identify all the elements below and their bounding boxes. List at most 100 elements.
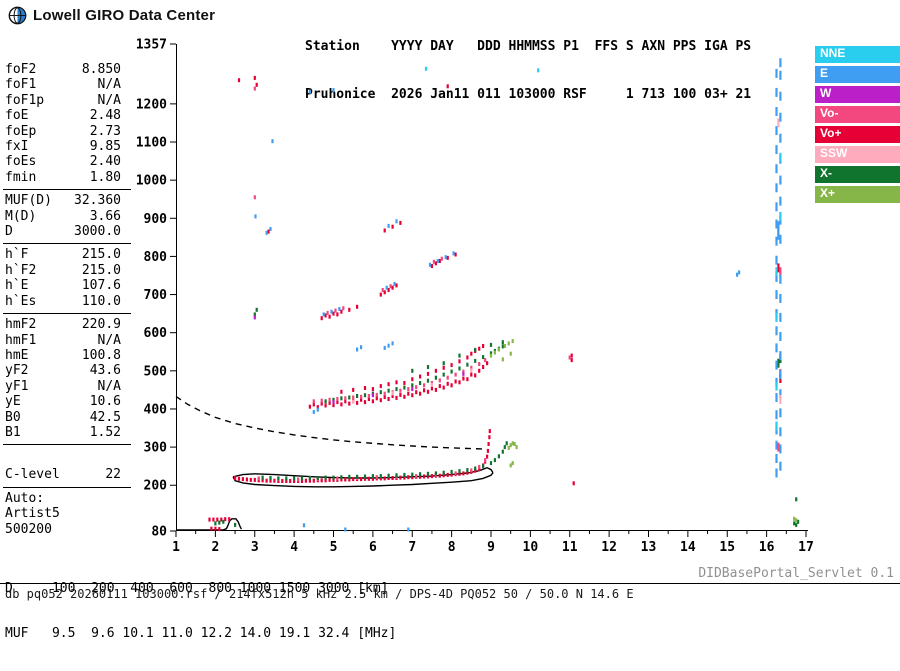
legend-item-e: E — [815, 66, 900, 83]
station-values-row: Pruhonice 2026 Jan11 011 103000 RSF 1 71… — [305, 87, 752, 102]
param-row: foF1 N/A — [5, 77, 121, 92]
svg-text:8: 8 — [448, 540, 456, 555]
param-row: Auto: — [5, 491, 121, 506]
param-value: N/A — [97, 77, 121, 93]
param-row: 500200 — [5, 522, 121, 537]
param-label: foE — [5, 108, 29, 124]
param-value: 9.85 — [89, 139, 121, 155]
param-row: B0 42.5 — [5, 410, 121, 425]
param-label: fxI — [5, 139, 29, 155]
panel-divider — [3, 444, 131, 446]
param-label: B1 — [5, 424, 21, 440]
param-row: C-level 22 — [5, 467, 121, 482]
svg-text:1: 1 — [172, 540, 180, 555]
param-label: hmE — [5, 347, 29, 363]
param-value: 32.360 — [74, 193, 121, 209]
param-row: foE 2.48 — [5, 108, 121, 123]
param-label: h`F2 — [5, 262, 37, 278]
giro-logo-icon — [8, 6, 27, 25]
status-line: db pq052 20260111 103000.rsf / 214fx512h… — [5, 587, 634, 601]
svg-text:17: 17 — [798, 540, 814, 555]
svg-text:13: 13 — [641, 540, 657, 555]
distance-row: D 100 200 400 600 800 1000 1500 3000 [km… — [5, 581, 389, 596]
svg-text:3: 3 — [251, 540, 259, 555]
param-label: yE — [5, 394, 21, 410]
param-row: yE 10.6 — [5, 394, 121, 409]
param-row: hmE 100.8 — [5, 348, 121, 363]
param-label: foF1p — [5, 92, 45, 108]
legend-item-ssw: SSW — [815, 146, 900, 163]
svg-text:1357: 1357 — [136, 38, 167, 53]
svg-text:16: 16 — [759, 540, 775, 555]
svg-text:10: 10 — [523, 540, 539, 555]
param-value: 1.80 — [89, 169, 121, 185]
svg-text:400: 400 — [144, 402, 168, 417]
param-value: 42.5 — [89, 409, 121, 425]
didbase-ionogram-page: Lowell GIRO Data Center Station YYYY DAY… — [0, 6, 900, 641]
param-label: foF2 — [5, 62, 37, 77]
param-group: Auto: Artist5 500200 — [5, 491, 121, 537]
param-label: h`E — [5, 278, 29, 294]
param-value: 220.9 — [81, 317, 121, 333]
station-header: Station YYYY DAY DDD HHMMSS P1 FFS S AXN… — [305, 7, 751, 135]
svg-text:2: 2 — [211, 540, 219, 555]
param-row: fmin 1.80 — [5, 170, 121, 185]
param-row: h`Es 110.0 — [5, 294, 121, 309]
param-value: N/A — [97, 92, 121, 108]
param-value: N/A — [97, 332, 121, 348]
param-value: 3.66 — [89, 208, 121, 224]
brand: Lowell GIRO Data Center — [8, 6, 215, 25]
param-value: 1.52 — [89, 424, 121, 440]
param-value: 100.8 — [81, 347, 121, 363]
param-row: h`E 107.6 — [5, 278, 121, 293]
svg-text:1100: 1100 — [136, 136, 167, 151]
param-group: hmF2 220.9 hmF1 N/A hmE 100.8 yF2 43.6 yF1 N/A yE 1… — [5, 317, 121, 440]
param-value: 215.0 — [81, 247, 121, 263]
servlet-version: DIDBasePortal_Servlet 0.1 — [698, 566, 894, 581]
param-group: MUF(D) 32.360 M(D) 3.66 D 3000.0 — [5, 193, 121, 239]
param-group: C-level 22 — [5, 467, 121, 482]
svg-text:15: 15 — [719, 540, 735, 555]
param-label: Artist5 — [5, 506, 60, 522]
svg-text:6: 6 — [369, 540, 377, 555]
param-label: yF1 — [5, 378, 29, 394]
panel-divider — [3, 189, 131, 191]
param-value: 215.0 — [81, 262, 121, 278]
param-row: Artist5 — [5, 506, 121, 521]
param-row: fxI 9.85 — [5, 139, 121, 154]
param-value: 2.73 — [89, 123, 121, 139]
param-label: Auto: — [5, 490, 45, 506]
param-row: foEs 2.40 — [5, 154, 121, 169]
legend-item-x: X+ — [815, 186, 900, 203]
param-row: hmF1 N/A — [5, 333, 121, 348]
legend-item-vo: Vo- — [815, 106, 900, 123]
param-label: M(D) — [5, 208, 37, 224]
svg-text:800: 800 — [144, 250, 168, 265]
param-value: 3000.0 — [74, 224, 121, 240]
param-value: 8.850 — [81, 62, 121, 77]
param-label: MUF(D) — [5, 193, 52, 209]
param-row: h`F2 215.0 — [5, 263, 121, 278]
param-value: 107.6 — [81, 278, 121, 294]
param-value: 110.0 — [81, 293, 121, 309]
ionogram-canvas: 1357120011001000900800700600500400300200… — [136, 38, 814, 556]
param-label: hmF1 — [5, 332, 37, 348]
param-row: h`F 215.0 — [5, 247, 121, 262]
svg-text:700: 700 — [144, 288, 168, 303]
param-value: 2.48 — [89, 108, 121, 124]
panel-divider — [3, 243, 131, 245]
svg-text:7: 7 — [408, 540, 416, 555]
param-label: yF2 — [5, 363, 29, 379]
param-label: B0 — [5, 409, 21, 425]
param-label: C-level — [5, 467, 60, 483]
svg-text:1000: 1000 — [136, 174, 167, 189]
muf-row: MUF 9.5 9.6 10.1 11.0 12.2 14.0 19.1 32.… — [5, 626, 397, 641]
param-row: MUF(D) 32.360 — [5, 193, 121, 208]
param-row: foF2 8.850 — [5, 62, 121, 77]
svg-text:11: 11 — [562, 540, 578, 555]
param-row: yF2 43.6 — [5, 363, 121, 378]
svg-text:200: 200 — [144, 479, 168, 494]
param-label: foEs — [5, 154, 37, 170]
brand-title: Lowell GIRO Data Center — [33, 7, 216, 24]
param-row: foEp 2.73 — [5, 124, 121, 139]
